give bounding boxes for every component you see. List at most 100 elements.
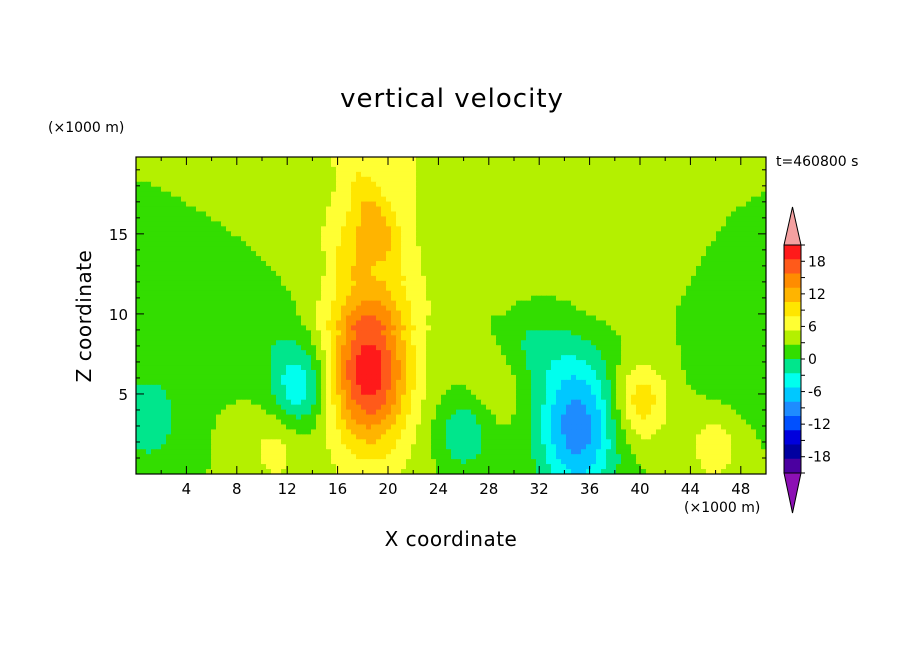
heatmap-cell [611, 191, 617, 198]
heatmap-cell [266, 186, 272, 193]
heatmap-cell [281, 290, 287, 297]
heatmap-cell [381, 221, 387, 227]
heatmap-cell [366, 181, 372, 188]
heatmap-cell [326, 320, 332, 326]
heatmap-cell [476, 290, 482, 297]
heatmap-cell [481, 350, 487, 356]
heatmap-cell [516, 320, 522, 326]
heatmap-cell [201, 300, 207, 307]
heatmap-cell [716, 176, 722, 183]
heatmap-cell [466, 186, 472, 193]
heatmap-cell [506, 261, 512, 267]
heatmap-cell [431, 285, 437, 292]
heatmap-cell [416, 231, 422, 237]
heatmap-cell [171, 285, 177, 292]
heatmap-cell [391, 221, 397, 227]
heatmap-cell [426, 275, 432, 282]
heatmap-cell [336, 246, 342, 252]
heatmap-cell [556, 256, 562, 262]
heatmap-cell [181, 186, 187, 193]
heatmap-cell [341, 270, 347, 277]
heatmap-cell [761, 280, 766, 287]
z-axis-unit-note: (×1000 m) [48, 120, 125, 136]
heatmap-cell [571, 300, 577, 307]
heatmap-cell [176, 236, 182, 242]
heatmap-cell [186, 191, 192, 198]
heatmap-cell [641, 236, 647, 242]
heatmap-cell [466, 201, 472, 208]
heatmap-cell [316, 345, 322, 351]
heatmap-cell [631, 206, 637, 213]
heatmap-cell [606, 251, 612, 257]
heatmap-cell [511, 290, 517, 297]
heatmap-cell [601, 295, 607, 302]
heatmap-cell [461, 196, 467, 203]
heatmap-cell [436, 211, 442, 218]
heatmap-cell [136, 246, 142, 252]
heatmap-cell [251, 335, 257, 341]
heatmap-cell [176, 251, 182, 257]
heatmap-cell [246, 246, 252, 252]
heatmap-cell [216, 216, 222, 222]
heatmap-cell [461, 350, 467, 356]
heatmap-cell [281, 226, 287, 232]
heatmap-cell [671, 196, 677, 203]
heatmap-cell [596, 206, 602, 213]
heatmap-cell [226, 216, 232, 222]
heatmap-cell [761, 345, 766, 351]
heatmap-cell [661, 157, 667, 163]
heatmap-cell [571, 191, 577, 198]
heatmap-cell [691, 345, 697, 351]
heatmap-cell [696, 280, 702, 287]
heatmap-cell [731, 231, 737, 237]
heatmap-cell [481, 335, 487, 341]
heatmap-cell [701, 315, 707, 322]
heatmap-cell [236, 325, 242, 331]
heatmap-cell [176, 330, 182, 336]
heatmap-cell [546, 305, 552, 312]
heatmap-cell [241, 290, 247, 297]
heatmap-cell [501, 280, 507, 287]
heatmap-cell [151, 221, 157, 227]
heatmap-cell [386, 256, 392, 262]
heatmap-cell [451, 265, 457, 272]
heatmap-cell [706, 300, 712, 307]
heatmap-cell [491, 310, 497, 317]
heatmap-cell [166, 350, 172, 356]
heatmap-cell [541, 340, 547, 346]
heatmap-cell [721, 206, 727, 213]
heatmap-cell [216, 310, 222, 317]
heatmap-cell [536, 325, 542, 331]
heatmap-cell [341, 166, 347, 173]
heatmap-cell [221, 206, 227, 213]
heatmap-cell [471, 166, 477, 173]
heatmap-cell [261, 171, 267, 178]
heatmap-cell [186, 340, 192, 346]
heatmap-cell [596, 166, 602, 173]
heatmap-cell [661, 285, 667, 292]
heatmap-cell [571, 176, 577, 183]
heatmap-cell [436, 181, 442, 188]
heatmap-cell [306, 275, 312, 282]
heatmap-cell [736, 196, 742, 203]
heatmap-cell [501, 285, 507, 292]
heatmap-cell [411, 265, 417, 272]
heatmap-cell [211, 261, 217, 267]
heatmap-cell [336, 275, 342, 282]
heatmap-cell [461, 216, 467, 222]
heatmap-cell [521, 320, 527, 326]
heatmap-cell [596, 221, 602, 227]
heatmap-cell [161, 256, 167, 262]
heatmap-cell [441, 325, 447, 331]
heatmap-cell [151, 285, 157, 292]
heatmap-cell [341, 330, 347, 336]
heatmap-cell [516, 171, 522, 178]
heatmap-cell [431, 350, 437, 356]
heatmap-cell [441, 270, 447, 277]
heatmap-cell [306, 335, 312, 341]
heatmap-cell [256, 221, 262, 227]
heatmap-cell [276, 315, 282, 322]
heatmap-cell [741, 270, 747, 277]
heatmap-cell [591, 290, 597, 297]
heatmap-cell [351, 246, 357, 252]
